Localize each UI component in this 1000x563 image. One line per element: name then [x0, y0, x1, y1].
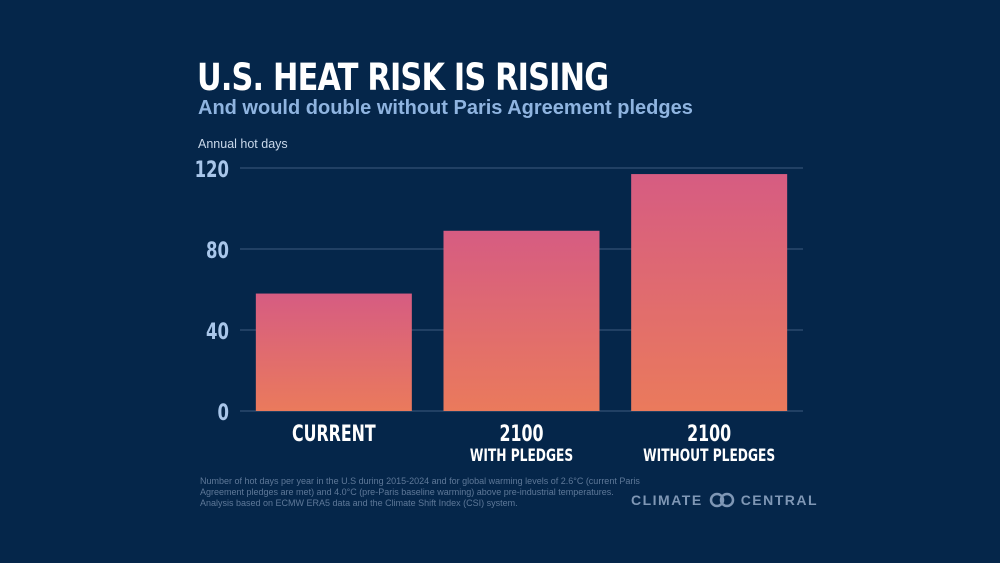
logo-rings-icon	[709, 492, 734, 508]
x-category-label: 2100	[499, 420, 543, 446]
x-category-label: WITHOUT PLEDGES	[643, 446, 775, 466]
y-tick-label: 40	[206, 319, 229, 345]
bar-1	[443, 230, 600, 411]
footnote: Number of hot days per year in the U.S d…	[200, 476, 640, 508]
bar-2	[631, 174, 788, 411]
chart-title: U.S. HEAT RISK IS RISING	[197, 56, 609, 99]
logo-text-right: CENTRAL	[740, 492, 819, 508]
x-category-label: CURRENT	[292, 420, 376, 446]
y-tick-label: 120	[195, 157, 229, 183]
y-tick-label: 0	[218, 400, 229, 426]
chart-subtitle: And would double without Paris Agreement…	[198, 97, 693, 119]
y-tick-label: 80	[206, 238, 229, 264]
x-category-label: 2100	[687, 420, 731, 446]
y-axis-label: Annual hot days	[198, 137, 288, 151]
bar-0	[255, 293, 412, 411]
climate-central-logo: CLIMATE CENTRAL	[631, 492, 818, 508]
x-category-label: WITH PLEDGES	[470, 446, 573, 466]
logo-text-left: CLIMATE	[631, 492, 703, 508]
